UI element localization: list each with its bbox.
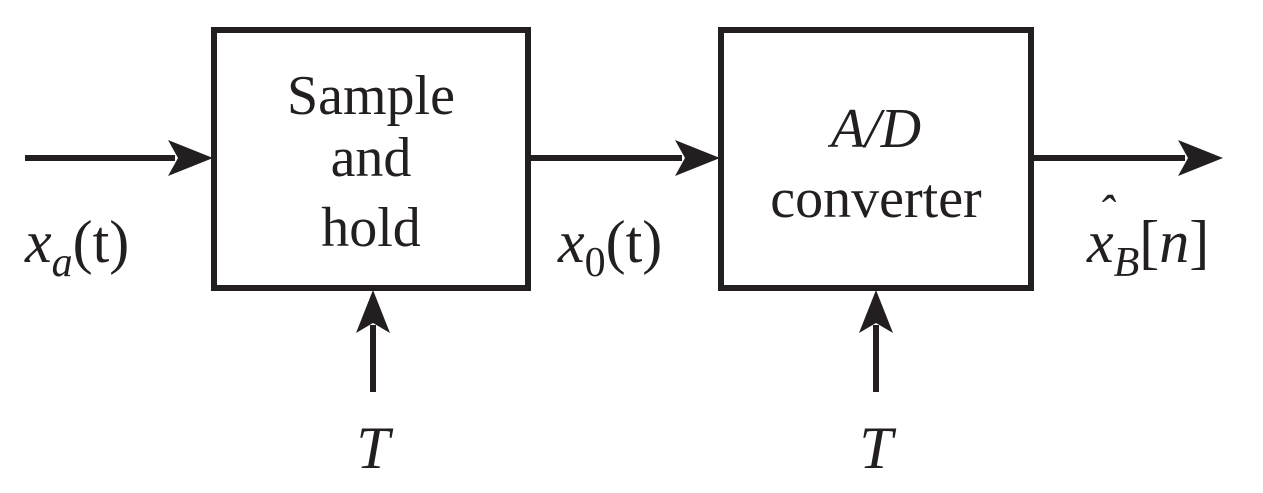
adc-label-line2: converter [770, 168, 982, 230]
input-signal-argument: (t) [73, 209, 130, 275]
sample-hold-clock-arrowhead [356, 290, 390, 333]
sample-hold-block [211, 27, 531, 291]
middle-signal-label: x0(t) [557, 209, 662, 286]
output-signal-label: xB[n] [1086, 209, 1209, 286]
sample-hold-label-line3: hold [321, 197, 421, 259]
input-signal-subscript: a [52, 240, 73, 286]
adc-clock-label: T [859, 415, 896, 481]
middle-signal-base: x [557, 209, 585, 275]
adc-block [718, 27, 1034, 291]
input-signal-base: x [24, 209, 52, 275]
sample-hold-label-line1: Sample [287, 65, 455, 127]
output-arrowhead [1178, 140, 1223, 176]
output-signal-hat: ˆ [1098, 186, 1116, 239]
middle-signal-subscript: 0 [585, 240, 606, 286]
input-signal-label: xa(t) [24, 209, 129, 286]
sample-hold-clock-label: T [356, 415, 393, 481]
output-signal-subscript: B [1114, 240, 1140, 286]
output-signal-base: x [1086, 209, 1114, 275]
sample-hold-label-line2: and [331, 127, 412, 189]
middle-arrowhead [675, 140, 720, 176]
output-signal-argument: [n] [1139, 209, 1209, 275]
adc-clock-arrowhead [859, 290, 893, 333]
input-arrowhead [168, 140, 213, 176]
middle-signal-argument: (t) [606, 209, 663, 275]
output-signal-argument-open: [n] [1139, 209, 1209, 275]
adc-label-line1: A/D [827, 98, 921, 160]
